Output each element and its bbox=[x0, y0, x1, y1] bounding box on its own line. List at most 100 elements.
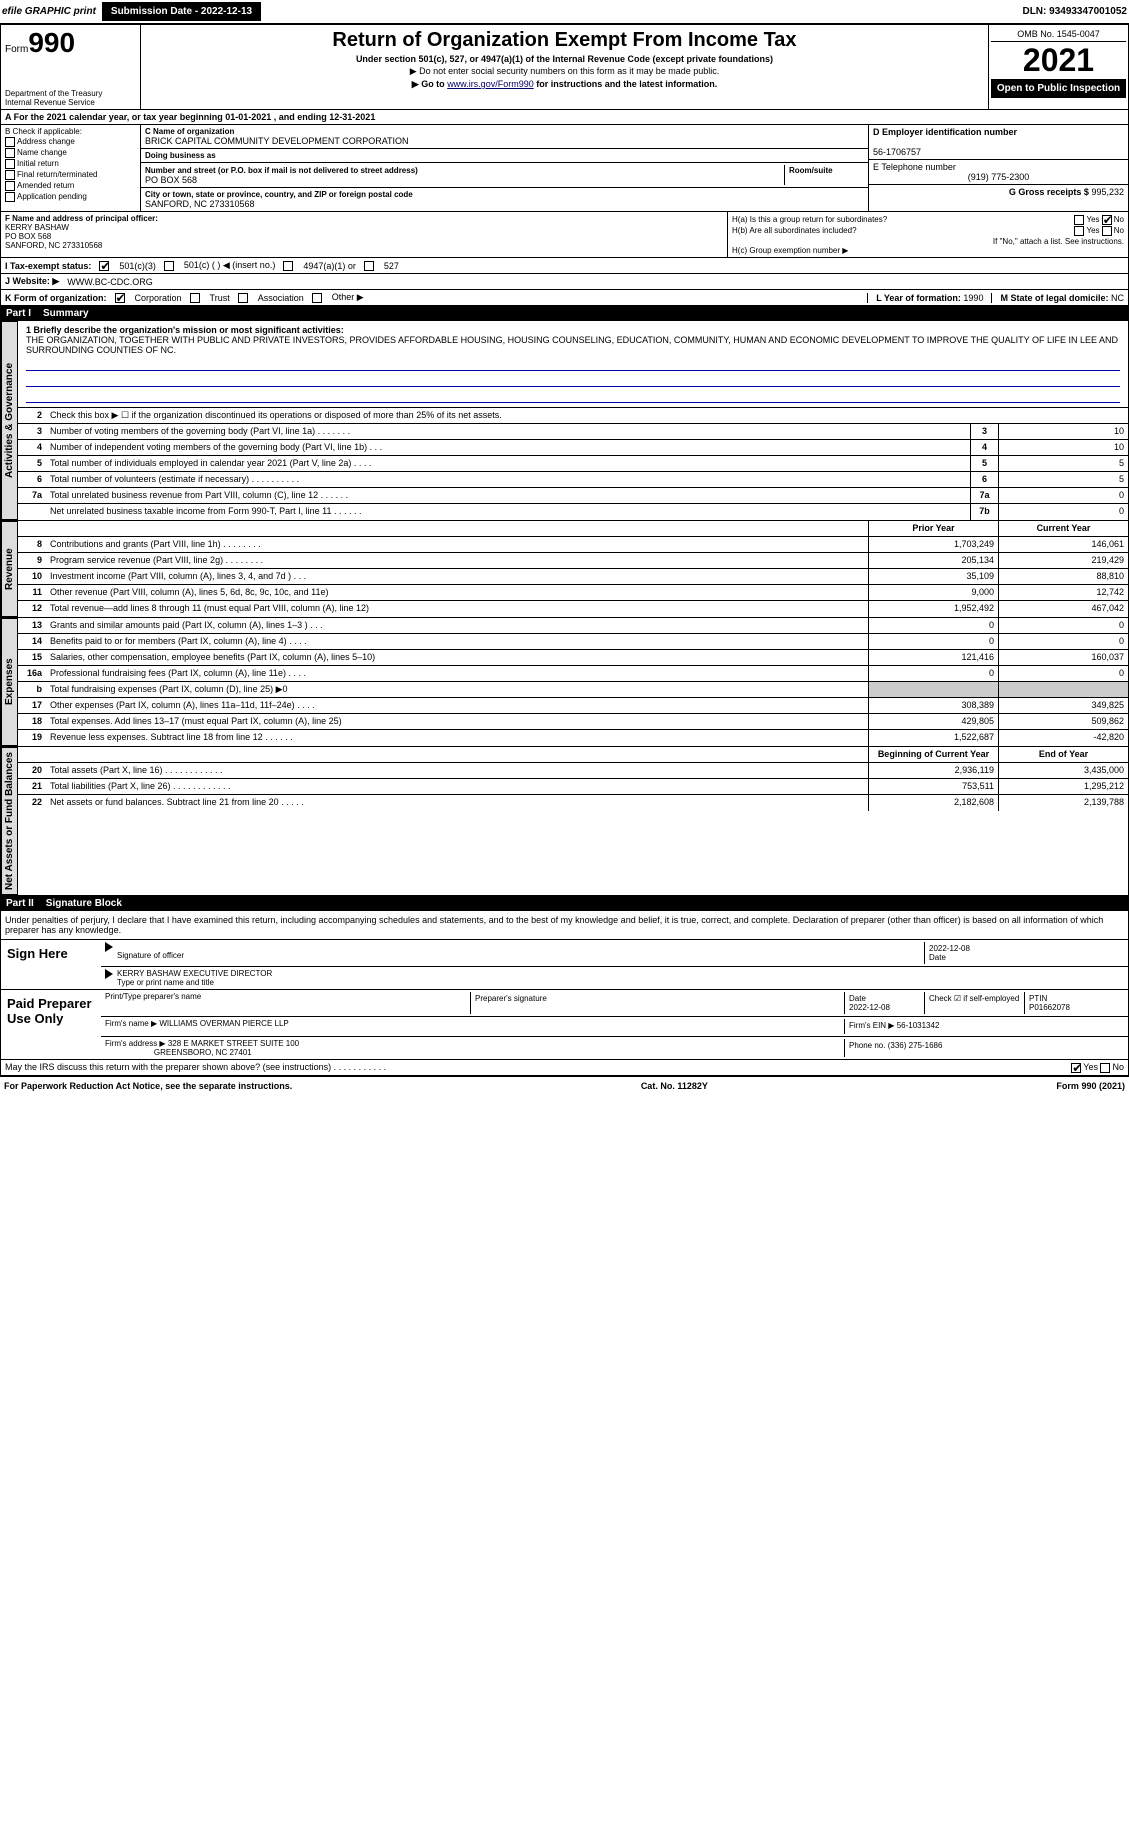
cb-corp[interactable] bbox=[115, 293, 125, 303]
cb-501c[interactable] bbox=[164, 261, 174, 271]
row-a-text: A For the 2021 calendar year, or tax yea… bbox=[5, 112, 375, 122]
cb-may-no[interactable] bbox=[1100, 1063, 1110, 1073]
col-b: B Check if applicable: Address change Na… bbox=[1, 125, 141, 211]
opt-other: Other ▶ bbox=[332, 292, 364, 303]
table-row: 4Number of independent voting members of… bbox=[18, 440, 1128, 456]
note-link: ▶ Go to www.irs.gov/Form990 for instruct… bbox=[145, 79, 984, 90]
cb-trust[interactable] bbox=[190, 293, 200, 303]
table-row: 3Number of voting members of the governi… bbox=[18, 424, 1128, 440]
cb-527[interactable] bbox=[364, 261, 374, 271]
arrow-icon bbox=[105, 942, 113, 952]
k-label: K Form of organization: bbox=[5, 293, 107, 303]
governance-tab: Activities & Governance bbox=[1, 321, 18, 520]
c-name-label: C Name of organization bbox=[145, 127, 864, 136]
row-k: K Form of organization: Corporation Trus… bbox=[0, 290, 1129, 306]
cb-amended[interactable]: Amended return bbox=[5, 181, 136, 191]
cb-may-yes[interactable] bbox=[1071, 1063, 1081, 1073]
opt-527: 527 bbox=[384, 261, 399, 271]
m-label: M State of legal domicile: bbox=[1000, 293, 1108, 303]
l-label: L Year of formation: bbox=[876, 293, 961, 303]
table-row: 9Program service revenue (Part VIII, lin… bbox=[18, 553, 1128, 569]
form-number: Form990 bbox=[5, 27, 136, 59]
cb-501c3[interactable] bbox=[99, 261, 109, 271]
footer-left: For Paperwork Reduction Act Notice, see … bbox=[4, 1081, 292, 1091]
irs-link[interactable]: www.irs.gov/Form990 bbox=[447, 79, 534, 89]
governance-block: Activities & Governance 1 Briefly descri… bbox=[0, 321, 1129, 521]
firm-addr2: GREENSBORO, NC 27401 bbox=[154, 1048, 252, 1057]
i-label: I Tax-exempt status: bbox=[5, 261, 91, 271]
table-row: 6Total number of volunteers (estimate if… bbox=[18, 472, 1128, 488]
netassets-block: Net Assets or Fund Balances Beginning of… bbox=[0, 747, 1129, 896]
col-f: F Name and address of principal officer:… bbox=[1, 212, 728, 257]
cb-final[interactable]: Final return/terminated bbox=[5, 170, 136, 180]
sig-declaration: Under penalties of perjury, I declare th… bbox=[0, 911, 1129, 940]
officer-addr2: SANFORD, NC 273310568 bbox=[5, 241, 102, 250]
gross-label: G Gross receipts $ bbox=[1009, 187, 1089, 197]
part2-num: Part II bbox=[6, 898, 34, 909]
preparer-label: Paid Preparer Use Only bbox=[1, 990, 101, 1059]
header-left: Form990 Department of the Treasury Inter… bbox=[1, 25, 141, 109]
table-row: 8Contributions and grants (Part VIII, li… bbox=[18, 537, 1128, 553]
ha-yes: Yes bbox=[1086, 215, 1099, 224]
ha-label: H(a) Is this a group return for subordin… bbox=[732, 215, 887, 225]
revenue-block: Revenue Prior YearCurrent Year 8Contribu… bbox=[0, 521, 1129, 618]
table-row: 10Investment income (Part VIII, column (… bbox=[18, 569, 1128, 585]
expenses-block: Expenses 13Grants and similar amounts pa… bbox=[0, 618, 1129, 747]
ein-label: D Employer identification number bbox=[873, 127, 1017, 137]
may-irs-q: May the IRS discuss this return with the… bbox=[5, 1062, 386, 1072]
table-row: 14Benefits paid to or for members (Part … bbox=[18, 634, 1128, 650]
revenue-tab: Revenue bbox=[1, 521, 18, 617]
city-label: City or town, state or province, country… bbox=[145, 190, 864, 199]
opt-name: Name change bbox=[17, 148, 67, 157]
arrow-icon bbox=[105, 969, 113, 979]
officer-name: KERRY BASHAW bbox=[5, 223, 69, 232]
cb-name-change[interactable]: Name change bbox=[5, 148, 136, 158]
table-row: Net unrelated business taxable income fr… bbox=[18, 504, 1128, 520]
form-header: Form990 Department of the Treasury Inter… bbox=[0, 23, 1129, 110]
ptin-value: P01662078 bbox=[1029, 1003, 1070, 1012]
cb-initial[interactable]: Initial return bbox=[5, 159, 136, 169]
hb-no: No bbox=[1114, 226, 1124, 235]
cb-assoc[interactable] bbox=[238, 293, 248, 303]
prep-date-label: Date bbox=[849, 994, 866, 1003]
form-990-num: 990 bbox=[28, 27, 75, 58]
org-city: SANFORD, NC 273310568 bbox=[145, 199, 864, 209]
table-row: 16aProfessional fundraising fees (Part I… bbox=[18, 666, 1128, 682]
table-row: 13Grants and similar amounts paid (Part … bbox=[18, 618, 1128, 634]
opt-4947: 4947(a)(1) or bbox=[303, 261, 356, 271]
col-d: D Employer identification number 56-1706… bbox=[868, 125, 1128, 211]
footer-right: Form 990 (2021) bbox=[1056, 1081, 1125, 1091]
tel-value: (919) 775-2300 bbox=[873, 172, 1124, 182]
cb-pending[interactable]: Application pending bbox=[5, 192, 136, 202]
table-row: 21Total liabilities (Part X, line 26) . … bbox=[18, 779, 1128, 795]
mission-text: THE ORGANIZATION, TOGETHER WITH PUBLIC A… bbox=[26, 335, 1118, 355]
goto-pre: ▶ Go to bbox=[412, 79, 447, 89]
submission-date-btn[interactable]: Submission Date - 2022-12-13 bbox=[102, 2, 261, 21]
part2-title: Signature Block bbox=[46, 898, 122, 909]
cb-other[interactable] bbox=[312, 293, 322, 303]
sig-name-label: Type or print name and title bbox=[117, 978, 214, 987]
gov-r2: Check this box ▶ ☐ if the organization d… bbox=[46, 408, 1128, 423]
cb-4947[interactable] bbox=[283, 261, 293, 271]
opt-assoc: Association bbox=[258, 293, 304, 303]
tel-label: E Telephone number bbox=[873, 162, 956, 172]
mission-box: 1 Briefly describe the organization's mi… bbox=[18, 321, 1128, 408]
opt-pending: Application pending bbox=[17, 192, 87, 201]
firm-ein-label: Firm's EIN ▶ bbox=[849, 1021, 894, 1030]
officer-addr1: PO BOX 568 bbox=[5, 232, 51, 241]
form-title: Return of Organization Exempt From Incom… bbox=[145, 29, 984, 52]
phone-value: (336) 275-1686 bbox=[888, 1041, 943, 1050]
table-row: 22Net assets or fund balances. Subtract … bbox=[18, 795, 1128, 811]
goto-post: for instructions and the latest informat… bbox=[534, 79, 718, 89]
f-label: F Name and address of principal officer: bbox=[5, 214, 158, 223]
may-no: No bbox=[1112, 1062, 1124, 1072]
dba-label: Doing business as bbox=[145, 151, 216, 160]
cb-address-change[interactable]: Address change bbox=[5, 137, 136, 147]
col-h: H(a) Is this a group return for subordin… bbox=[728, 212, 1128, 257]
part2-header: Part II Signature Block bbox=[0, 896, 1129, 911]
form-subtitle: Under section 501(c), 527, or 4947(a)(1)… bbox=[145, 54, 984, 64]
header-right: OMB No. 1545-0047 2021 Open to Public In… bbox=[988, 25, 1128, 109]
room-label: Room/suite bbox=[789, 166, 833, 175]
col-b-label: B Check if applicable: bbox=[5, 127, 136, 136]
may-irs-row: May the IRS discuss this return with the… bbox=[0, 1060, 1129, 1076]
